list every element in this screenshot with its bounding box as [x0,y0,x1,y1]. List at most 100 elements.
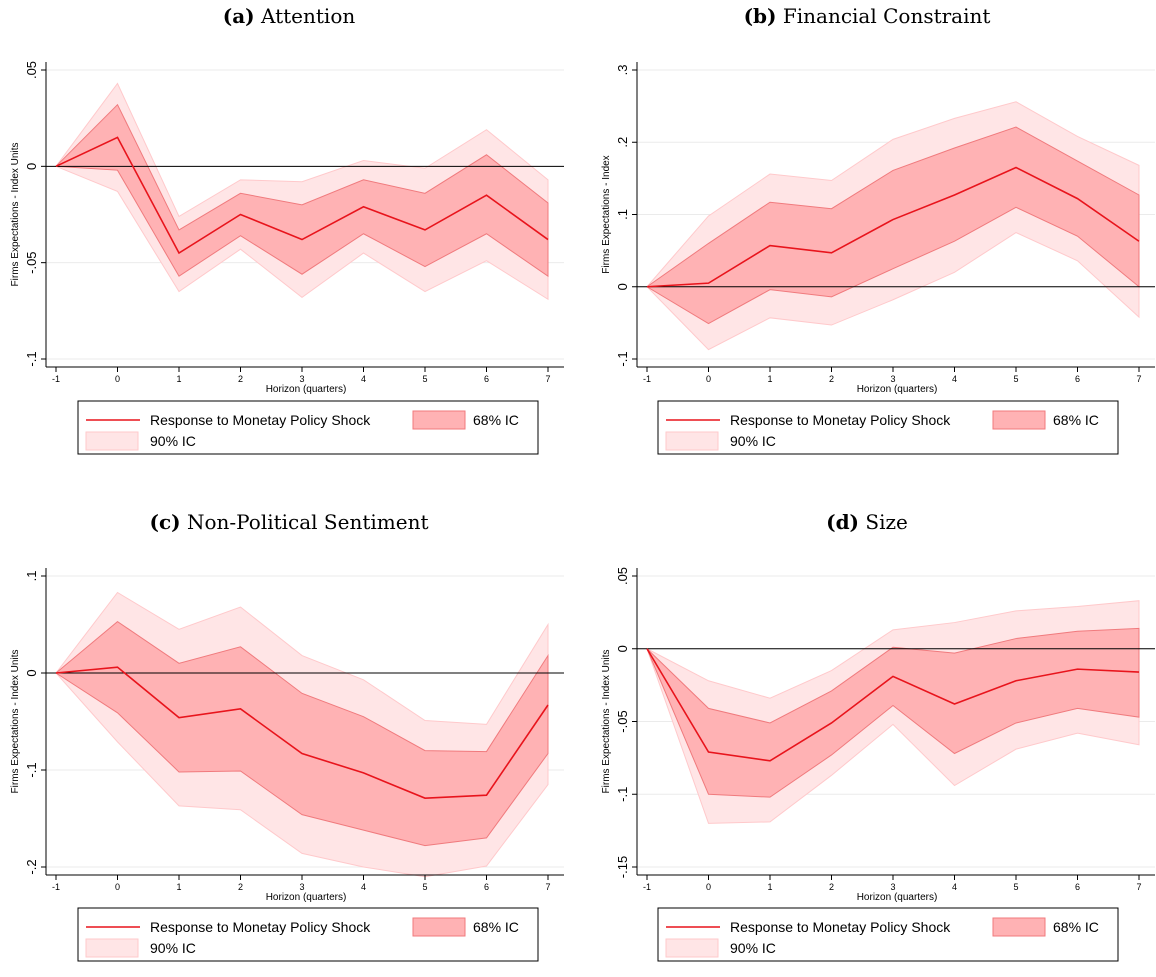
x-tick-label: 2 [238,374,243,384]
y-tick-label: -.1 [24,762,39,777]
legend-90-swatch [85,938,139,958]
legend-68-swatch [992,410,1046,430]
y-tick-label: 0 [615,645,630,652]
band-68-ic [646,627,1140,798]
x-tick-label: 7 [545,374,550,384]
x-tick-label: 0 [706,882,711,892]
legend-68-label: 68% IC [473,412,519,428]
panel-label: (a) [222,4,255,28]
y-tick-label: -.05 [615,710,630,732]
y-tick-label: -.15 [615,856,630,878]
y-tick-label: .05 [615,567,630,585]
x-tick-label: 5 [1013,882,1018,892]
panel-title-text: Non-Political Sentiment [186,510,429,534]
x-tick-label: 6 [1075,374,1080,384]
legend-90-label: 90% IC [150,433,196,449]
legend-90-swatch [665,938,719,958]
x-tick-label: 1 [176,374,181,384]
panel-title-text: Attention [261,4,356,28]
x-tick-label: 0 [706,374,711,384]
y-tick-label: -.1 [24,351,39,366]
x-tick-label: 3 [299,882,304,892]
y-tick-label: -.05 [24,251,39,273]
y-axis-label: Firms Expectations - Index [601,155,612,273]
legend-line-label: Response to Monetay Policy Shock [730,412,951,428]
y-tick-label: -.1 [615,787,630,802]
x-tick-label: 2 [238,882,243,892]
x-tick-label: 1 [767,882,772,892]
y-tick-label: .05 [24,61,39,79]
y-axis-label: Firms Expectations - Index Units [10,143,21,287]
legend: Response to Monetay Policy Shock 68% IC 90… [77,907,539,962]
legend-68-label: 68% IC [473,919,519,935]
x-tick-label: 2 [829,374,834,384]
panel-label: (b) [743,4,777,28]
legend-line-label: Response to Monetay Policy Shock [150,412,371,428]
x-tick-label: 2 [829,882,834,892]
x-tick-label: -1 [52,882,60,892]
x-axis-label: Horizon (quarters) [857,892,938,903]
x-tick-label: 7 [1136,882,1141,892]
x-tick-label: 7 [545,882,550,892]
band-68-ic [55,620,549,847]
response-line [646,166,1140,288]
legend-90-swatch [85,431,139,451]
x-tick-label: 4 [361,882,366,892]
legend-68-swatch [992,917,1046,937]
panel-title-c: (c) Non-Political Sentiment [0,510,578,534]
panel-title-a: (a) Attention [0,4,578,28]
x-axis-label: Horizon (quarters) [266,892,347,903]
y-tick-label: .2 [615,137,630,148]
x-tick-label: 4 [952,882,957,892]
response-line [646,648,1140,762]
x-axis-label: Horizon (quarters) [266,384,347,395]
y-tick-label: 0 [24,669,39,676]
legend: Response to Monetay Policy Shock 68% IC 90… [77,400,539,455]
chart-panel-d: .05 0 -.05 -.1 -.15 -1 0 1 2 3 4 5 6 7 Horizon (quarte… [601,567,1155,962]
y-tick-label: -.2 [24,859,39,874]
x-tick-label: 3 [890,882,895,892]
panel-label: (c) [149,510,181,534]
y-tick-label: .3 [615,65,630,76]
legend-90-label: 90% IC [150,940,196,956]
panel-title-d: (d) Size [578,510,1156,534]
response-line [55,666,549,799]
y-tick-label: .1 [615,209,630,220]
chart-panel-b: .3 .2 .1 0 -.1 -1 0 1 2 3 4 5 6 7 Horizon (quarters) Fi… [601,62,1155,455]
legend-line-label: Response to Monetay Policy Shock [150,919,371,935]
x-tick-label: 3 [890,374,895,384]
x-tick-label: 5 [422,882,427,892]
legend-line-label: Response to Monetay Policy Shock [730,919,951,935]
legend: Response to Monetay Policy Shock 68% IC 90… [657,907,1119,962]
x-axis-label: Horizon (quarters) [857,384,938,395]
legend-90-label: 90% IC [730,433,776,449]
chart-panel-a: .05 0 -.05 -.1 -1 0 1 2 3 4 5 6 7 Horizon (quarters) F… [10,61,564,455]
legend-68-label: 68% IC [1053,919,1099,935]
legend-90-swatch [665,431,719,451]
response-line [55,136,549,255]
panel-title-b: (b) Financial Constraint [578,4,1156,28]
x-tick-label: 5 [422,374,427,384]
panel-title-text: Size [865,510,908,534]
y-axis-label: Firms Expectations - Index Units [10,650,21,794]
x-tick-label: -1 [643,374,651,384]
x-tick-label: 1 [176,882,181,892]
x-tick-label: -1 [643,882,651,892]
chart-panel-c: .1 0 -.1 -.2 -1 0 1 2 3 4 5 6 7 Horizon (quarters) Fir… [10,568,564,962]
legend-68-label: 68% IC [1053,412,1099,428]
legend: Response to Monetay Policy Shock 68% IC 90… [657,400,1119,455]
y-tick-label: 0 [24,163,39,170]
x-tick-label: 6 [484,882,489,892]
x-tick-label: -1 [52,374,60,384]
x-tick-label: 0 [115,882,120,892]
x-tick-label: 1 [767,374,772,384]
y-tick-label: 0 [615,283,630,290]
panel-title-text: Financial Constraint [782,4,991,28]
x-tick-label: 3 [299,374,304,384]
y-tick-label: -.1 [615,351,630,366]
x-tick-label: 6 [484,374,489,384]
legend-90-label: 90% IC [730,940,776,956]
x-tick-label: 5 [1013,374,1018,384]
panel-label: (d) [826,510,860,534]
